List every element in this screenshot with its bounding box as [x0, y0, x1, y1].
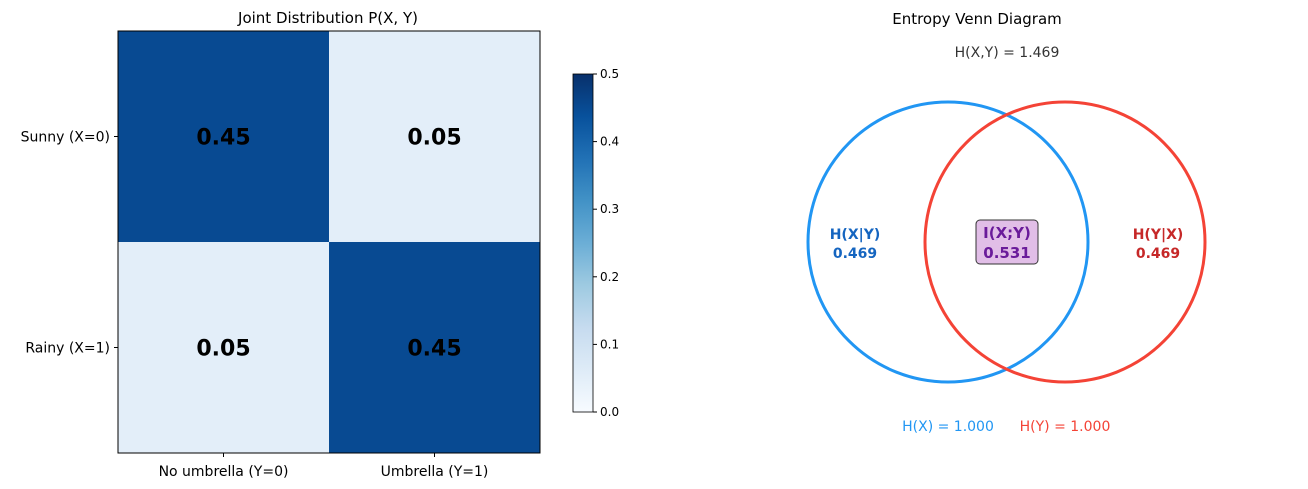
region-right: H(Y|X) 0.469	[1133, 227, 1184, 262]
colorbar-tick-label: 0.0	[600, 405, 619, 419]
entropy-x-label: H(X) = 1.000	[902, 419, 994, 435]
conditional-entropy-x-given-y-value: 0.469	[833, 246, 877, 262]
heatmap-title: Joint Distribution P(X, Y)	[237, 9, 418, 27]
heatmap-cell-labels: 0.45 0.05 0.05 0.45	[196, 126, 461, 362]
colorbar-tick-label: 0.2	[600, 270, 619, 284]
heatmap-cell	[329, 31, 540, 242]
heatmap-frame	[117, 30, 541, 454]
heatmap-cell	[329, 242, 540, 453]
colorbar-ticks: 0.0 0.1 0.2 0.3 0.4 0.5	[593, 67, 619, 419]
region-center: I(X;Y) 0.531	[975, 219, 1039, 265]
colorbar-tick-label: 0.4	[600, 135, 619, 149]
heatmap-x-tick-label: No umbrella (Y=0)	[159, 464, 289, 480]
entropy-circle-x	[806, 100, 1090, 384]
venn-title: Entropy Venn Diagram	[892, 10, 1062, 28]
joint-entropy-label: H(X,Y) = 1.469	[955, 45, 1060, 61]
mutual-information-box	[975, 219, 1039, 265]
conditional-entropy-y-given-x-label: H(Y|X)	[1133, 227, 1184, 243]
mutual-information-label: I(X;Y)	[983, 224, 1031, 242]
heatmap-y-tick-label: Rainy (X=1)	[25, 341, 110, 357]
heatmap-y-ticks: Sunny (X=0) Rainy (X=1)	[21, 130, 118, 357]
heatmap-cell-label: 0.45	[407, 337, 461, 362]
heatmap-cell	[118, 31, 329, 242]
colorbar: 0.0 0.1 0.2 0.3 0.4 0.5	[572, 67, 619, 419]
colorbar-gradient	[572, 73, 594, 413]
mutual-information-value: 0.531	[983, 244, 1030, 262]
entropy-y-label: H(Y) = 1.000	[1020, 419, 1111, 435]
conditional-entropy-x-given-y-label: H(X|Y)	[830, 227, 881, 243]
heatmap-cell	[118, 242, 329, 453]
conditional-entropy-y-given-x-value: 0.469	[1136, 246, 1180, 262]
heatmap-y-tick-label: Sunny (X=0)	[21, 130, 110, 146]
heatmap-x-ticks: No umbrella (Y=0) Umbrella (Y=1)	[159, 453, 489, 480]
heatmap-panel: Joint Distribution P(X, Y) 0.45 0.050.05 0…	[21, 9, 541, 480]
heatmap-cells	[118, 31, 540, 453]
region-left: H(X|Y) 0.469	[830, 227, 881, 262]
heatmap-x-tick-label: Umbrella (Y=1)	[381, 464, 489, 480]
colorbar-tick-label: 0.5	[600, 67, 619, 81]
colorbar-tick-label: 0.3	[600, 202, 619, 216]
entropy-circle-y	[923, 100, 1207, 384]
heatmap-cell-label: 0.05	[407, 126, 461, 151]
heatmap-cell-label: 0.45	[196, 126, 250, 151]
venn-panel: Entropy Venn Diagram H(X,Y) = 1.469 H(X|…	[806, 10, 1207, 435]
colorbar-tick-label: 0.1	[600, 337, 619, 351]
heatmap-cell-label: 0.05	[196, 337, 250, 362]
